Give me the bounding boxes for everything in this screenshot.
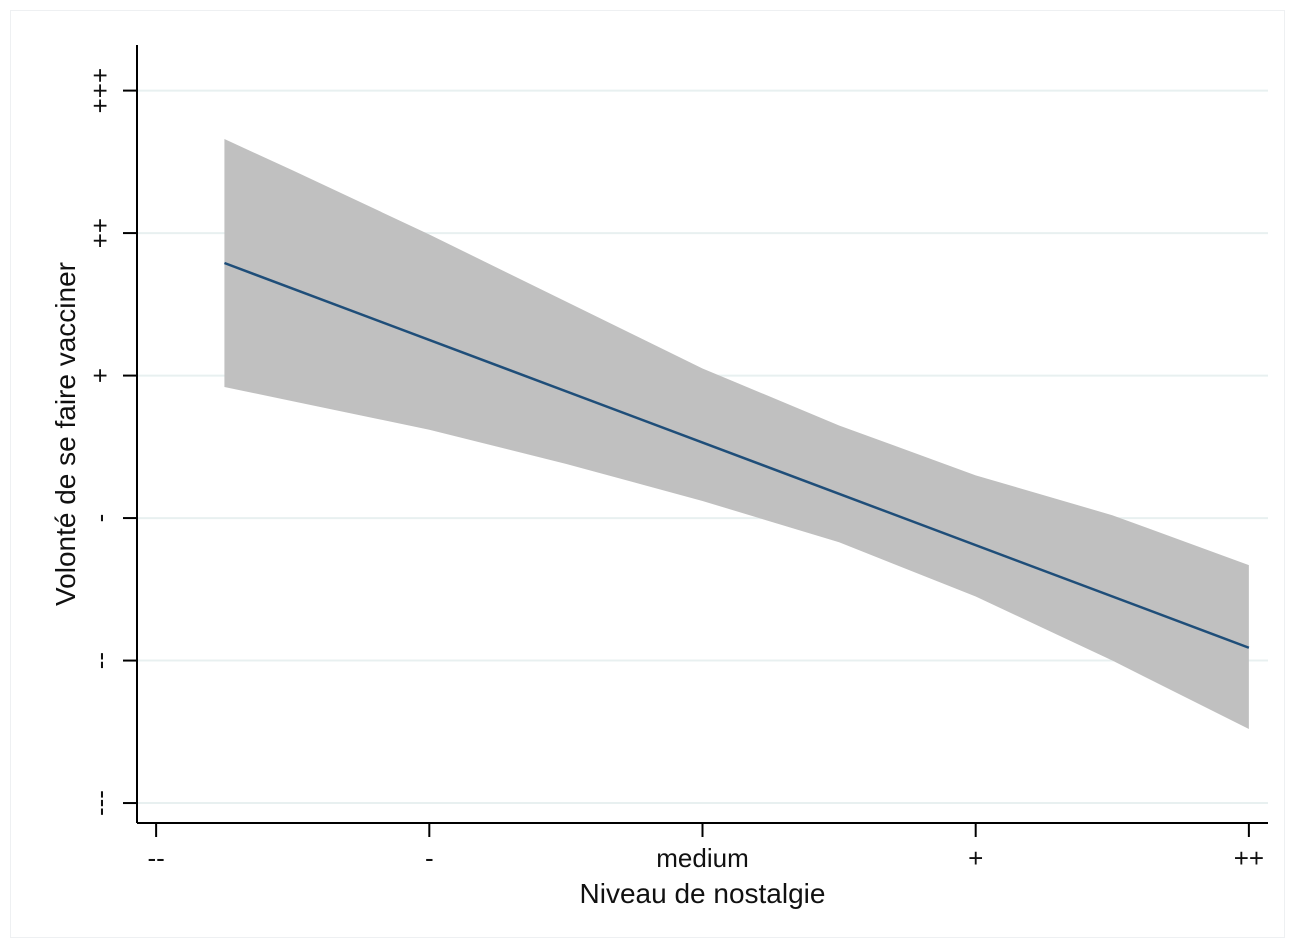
y-tick-label-4: ++ <box>85 218 115 248</box>
confidence-band <box>224 139 1249 729</box>
series-line-group <box>223 261 1250 649</box>
x-axis-title: Niveau de nostalgie <box>580 878 826 909</box>
x-tick-label-4: ++ <box>1234 843 1264 873</box>
y-tick-label-0: --- <box>85 790 115 816</box>
y-axis-title: Volonté de se faire vacciner <box>50 262 81 606</box>
y-tick-label-2: - <box>85 514 115 523</box>
confidence-band-group <box>224 139 1249 729</box>
y-tick-label-5: +++ <box>85 68 115 114</box>
x-tick-label-1: - <box>425 843 434 873</box>
series-line <box>223 261 1250 649</box>
axes: -- - medium + ++------++++++ <box>85 45 1268 873</box>
y-tick-label-3: + <box>85 368 115 383</box>
chart-frame <box>10 10 1285 938</box>
y-tick-label-1: -- <box>85 652 115 669</box>
x-tick-label-3: + <box>968 843 983 873</box>
x-tick-label-2: medium <box>656 843 748 873</box>
x-tick-label-0: -- <box>147 843 164 873</box>
